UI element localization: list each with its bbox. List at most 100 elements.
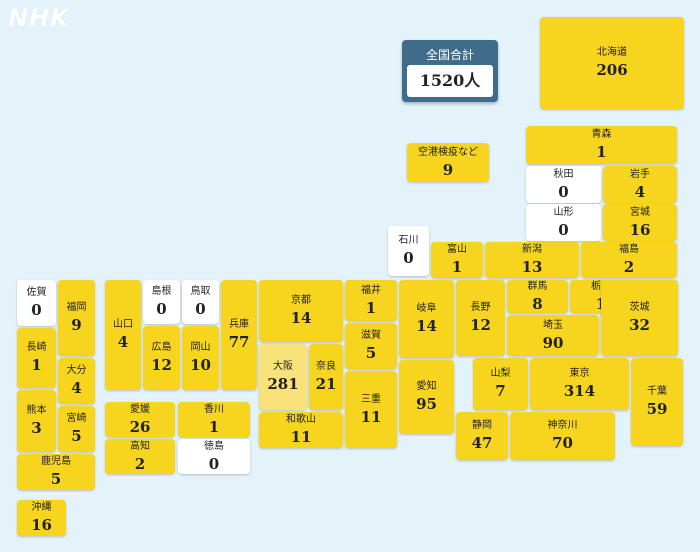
prefecture-count: 4 [117, 333, 129, 351]
prefecture-name: 北海道 [597, 47, 627, 58]
prefecture-ehime[interactable]: 愛媛 26 [105, 402, 175, 437]
prefecture-name: 新潟 [522, 244, 542, 255]
prefecture-okayama[interactable]: 岡山 10 [182, 326, 219, 390]
prefecture-name: 福岡 [66, 302, 87, 313]
prefecture-count: 13 [521, 258, 543, 276]
prefecture-name: 岐阜 [416, 303, 437, 314]
prefecture-count: 32 [629, 316, 650, 334]
prefecture-shiga[interactable]: 滋賀 5 [345, 323, 397, 369]
prefecture-kagoshima[interactable]: 鹿児島 5 [17, 454, 95, 490]
prefecture-name: 高知 [130, 440, 150, 452]
prefecture-mie[interactable]: 三重 11 [345, 371, 397, 448]
prefecture-shizuoka[interactable]: 静岡 47 [456, 412, 508, 460]
prefecture-name: 鳥取 [190, 286, 211, 297]
prefecture-yamagata[interactable]: 山形 0 [526, 204, 601, 241]
prefecture-aichi[interactable]: 愛知 95 [399, 360, 454, 434]
airport-quarantine[interactable]: 空港検疫など 9 [407, 143, 489, 182]
prefecture-count: 21 [315, 375, 337, 393]
prefecture-name: 長野 [470, 302, 491, 313]
prefecture-nagano[interactable]: 長野 12 [456, 280, 505, 356]
prefecture-count: 4 [71, 379, 82, 397]
prefecture-name: 福島 [619, 244, 639, 255]
prefecture-fukushima[interactable]: 福島 2 [581, 242, 677, 278]
prefecture-name: 香川 [204, 403, 224, 415]
prefecture-tokyo[interactable]: 東京 314 [530, 358, 629, 410]
prefecture-tottori[interactable]: 鳥取 0 [182, 280, 219, 324]
prefecture-name: 三重 [361, 393, 381, 405]
prefecture-name: 茨城 [629, 302, 650, 313]
prefecture-nagasaki[interactable]: 長崎 1 [17, 328, 56, 388]
prefecture-count: 12 [151, 356, 172, 374]
prefecture-name: 岡山 [190, 342, 211, 353]
prefecture-saitama[interactable]: 埼玉 90 [507, 315, 599, 356]
prefecture-toyama[interactable]: 富山 1 [431, 242, 483, 278]
prefecture-name: 埼玉 [543, 319, 563, 331]
prefecture-count: 16 [629, 220, 651, 239]
prefecture-fukui[interactable]: 福井 1 [345, 280, 397, 321]
prefecture-saga[interactable]: 佐賀 0 [17, 280, 56, 326]
prefecture-name: 宮城 [630, 206, 650, 218]
prefecture-name: 山口 [113, 319, 133, 330]
prefecture-count: 0 [208, 454, 220, 473]
prefecture-name: 鹿児島 [41, 456, 71, 467]
prefecture-niigata[interactable]: 新潟 13 [485, 242, 579, 278]
prefecture-oita[interactable]: 大分 4 [58, 358, 95, 404]
prefecture-count: 90 [542, 333, 564, 352]
prefecture-yamaguchi[interactable]: 山口 4 [105, 280, 141, 390]
prefecture-akita[interactable]: 秋田 0 [526, 166, 601, 203]
prefecture-miyagi[interactable]: 宮城 16 [603, 204, 677, 241]
prefecture-yamanashi[interactable]: 山梨 7 [473, 358, 528, 410]
prefecture-name: 山形 [553, 206, 574, 218]
prefecture-kumamoto[interactable]: 熊本 3 [17, 390, 56, 452]
prefecture-name: 神奈川 [547, 420, 578, 431]
prefecture-name: 大分 [66, 365, 87, 376]
prefecture-shimane[interactable]: 島根 0 [143, 280, 180, 324]
prefecture-count: 314 [563, 382, 596, 400]
prefecture-nara[interactable]: 奈良 21 [309, 344, 343, 410]
prefecture-count: 95 [416, 395, 437, 413]
prefecture-hiroshima[interactable]: 広島 12 [143, 326, 180, 390]
prefecture-count: 2 [134, 454, 146, 473]
prefecture-count: 70 [552, 434, 573, 452]
prefecture-gifu[interactable]: 岐阜 14 [399, 280, 454, 358]
prefecture-iwate[interactable]: 岩手 4 [603, 166, 677, 203]
prefecture-count: 0 [156, 300, 167, 318]
prefecture-name: 静岡 [472, 420, 492, 431]
prefecture-count: 206 [596, 61, 628, 79]
prefecture-count: 14 [290, 309, 312, 327]
prefecture-tokushima[interactable]: 徳島 0 [178, 439, 250, 474]
prefecture-name: 空港検疫など [418, 146, 478, 158]
prefecture-name: 京都 [291, 295, 311, 306]
national-total-box: 全国合計 1520人 [402, 40, 498, 102]
prefecture-miyazaki[interactable]: 宮崎 5 [58, 406, 95, 452]
prefecture-count: 9 [442, 160, 454, 179]
prefecture-name: 富山 [447, 244, 467, 255]
prefecture-count: 0 [403, 249, 414, 267]
prefecture-aomori[interactable]: 青森 1 [526, 126, 677, 164]
prefecture-kyoto[interactable]: 京都 14 [259, 280, 343, 342]
prefecture-count: 0 [558, 220, 569, 239]
prefecture-kanagawa[interactable]: 神奈川 70 [510, 412, 615, 460]
prefecture-kagawa[interactable]: 香川 1 [178, 402, 250, 437]
prefecture-ibaraki[interactable]: 茨城 32 [601, 280, 678, 356]
prefecture-wakayama[interactable]: 和歌山 11 [259, 412, 343, 448]
prefecture-name: 大阪 [273, 361, 293, 372]
prefecture-chiba[interactable]: 千葉 59 [631, 358, 683, 446]
prefecture-count: 281 [267, 375, 299, 393]
prefecture-fukuoka[interactable]: 福岡 9 [58, 280, 95, 356]
prefecture-ishikawa[interactable]: 石川 0 [388, 226, 429, 276]
prefecture-name: 佐賀 [26, 287, 47, 298]
prefecture-kochi[interactable]: 高知 2 [105, 439, 175, 474]
prefecture-okinawa[interactable]: 沖縄 16 [17, 500, 66, 536]
prefecture-count: 0 [558, 182, 569, 201]
prefecture-hokkaido[interactable]: 北海道 206 [540, 17, 684, 109]
prefecture-hyogo[interactable]: 兵庫 77 [221, 280, 257, 390]
prefecture-count: 2 [623, 258, 635, 276]
prefecture-count: 11 [290, 428, 312, 446]
prefecture-osaka[interactable]: 大阪 281 [259, 344, 307, 410]
prefecture-gunma[interactable]: 群馬 8 [507, 280, 568, 313]
national-total-label: 全国合計 [425, 48, 474, 62]
prefecture-name: 愛知 [416, 381, 437, 392]
prefecture-count: 12 [470, 316, 491, 334]
prefecture-count: 14 [416, 317, 437, 335]
